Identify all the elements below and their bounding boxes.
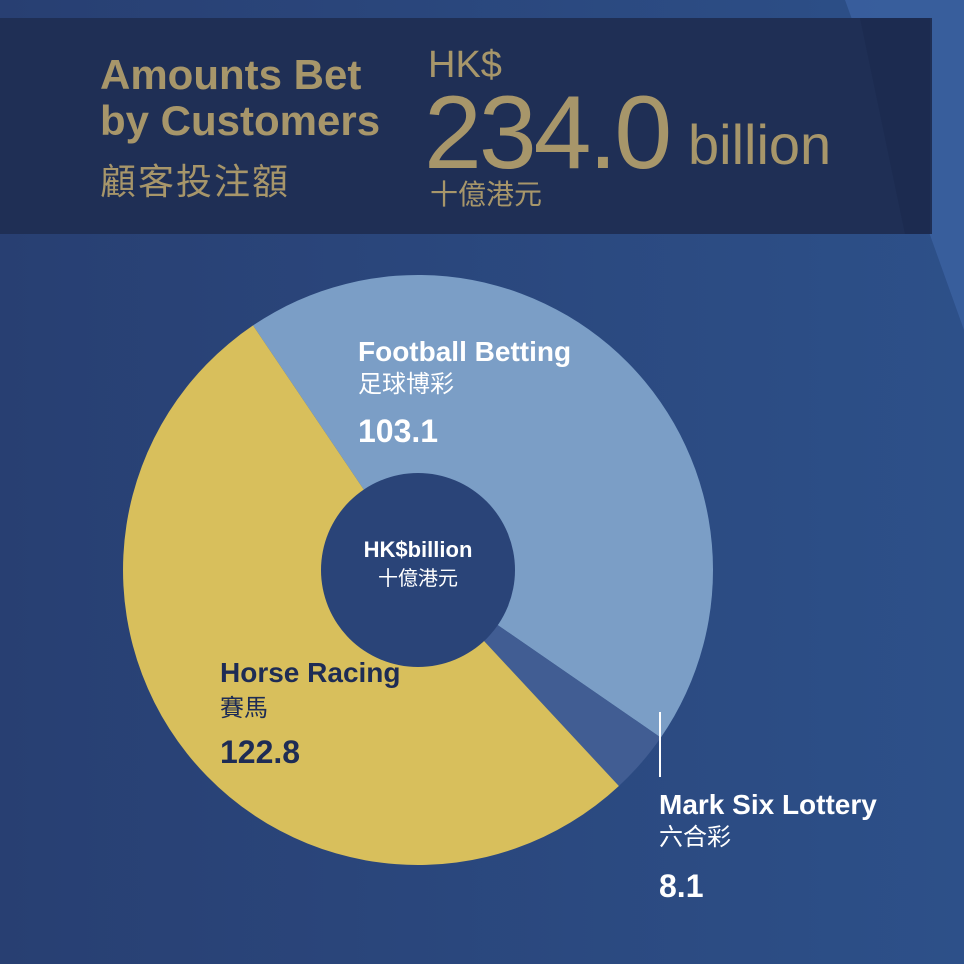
right-accent-shape bbox=[845, 0, 964, 330]
slice-label-mark-six: Mark Six Lottery bbox=[659, 789, 877, 820]
total-currency: HK$ bbox=[428, 44, 502, 86]
slice-label-football: Football Betting bbox=[358, 336, 572, 367]
center-label-zh: 十億港元 bbox=[378, 568, 458, 590]
page-title-zh: 顧客投注額 bbox=[100, 161, 291, 202]
slice-value-horse-racing: 122.8 bbox=[220, 734, 301, 770]
title-line-2: by Customers bbox=[100, 97, 381, 144]
total-unit-zh: 十億港元 bbox=[430, 179, 543, 210]
slice-label-horse-racing: Horse Racing bbox=[220, 657, 401, 688]
total-amount: 234.0 bbox=[424, 75, 672, 191]
header-band-edge bbox=[860, 18, 930, 234]
slice-label-football-zh: 足球博彩 bbox=[358, 371, 454, 398]
title-line-1: Amounts Bet bbox=[100, 51, 362, 98]
total-unit: billion bbox=[688, 113, 832, 176]
donut-center bbox=[321, 473, 515, 667]
page-title: Amounts Bet by Customers bbox=[100, 52, 380, 144]
center-label: HK$billion bbox=[363, 537, 473, 562]
slice-value-football: 103.1 bbox=[358, 413, 439, 449]
header-band bbox=[0, 18, 932, 234]
slice-label-horse-racing-zh: 賽馬 bbox=[220, 695, 268, 722]
slice-label-mark-six-zh: 六合彩 bbox=[659, 824, 731, 851]
slice-value-mark-six: 8.1 bbox=[659, 868, 704, 904]
